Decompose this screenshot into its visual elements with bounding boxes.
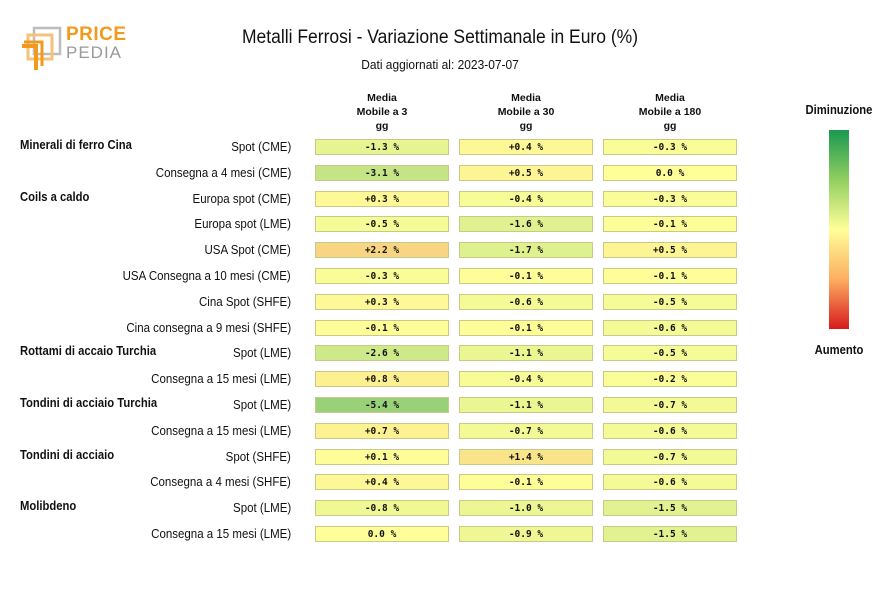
heatmap-cell: -0.6 % — [603, 474, 737, 491]
row-group-label: Tondini di acciaio Turchia — [20, 396, 158, 410]
heatmap-cell: -0.1 % — [603, 216, 737, 233]
heatmap-cell: +1.4 % — [459, 448, 593, 465]
heatmap-cell: +0.8 % — [315, 371, 449, 388]
heatmap-cell: -0.6 % — [459, 293, 593, 310]
column-header-0: Media Mobile a 3 gg — [315, 91, 449, 133]
pricepedia-logo-icon — [22, 26, 62, 70]
column-header-line: Mobile a 180 — [638, 106, 702, 118]
legend-label-aumento: Aumento — [814, 343, 864, 357]
row-label: Cina consegna a 9 mesi (SHFE) — [126, 320, 291, 335]
heatmap-cell: -3.1 % — [315, 164, 449, 181]
row-label: Spot (LME) — [232, 501, 291, 516]
heatmap-cell: -0.7 % — [603, 448, 737, 465]
heatmap-cell: +0.4 % — [315, 474, 449, 491]
chart-title: Metalli Ferrosi - Variazione Settimanale… — [241, 27, 639, 48]
column-header-line: Media — [655, 92, 685, 104]
heatmap-cell: -0.9 % — [459, 526, 593, 542]
heatmap-cell: -1.3 % — [315, 139, 449, 155]
heatmap-cell: +0.4 % — [459, 139, 593, 155]
heatmap-cell: -0.8 % — [315, 500, 449, 517]
heatmap-cell: -2.6 % — [315, 345, 449, 362]
legend-color-bar — [829, 130, 849, 329]
row-group-label: Rottami di accaio Turchia — [20, 344, 157, 359]
heatmap-cell: -1.0 % — [459, 500, 593, 517]
heatmap-cell: +0.3 % — [315, 190, 449, 207]
heatmap-cell: -0.5 % — [603, 293, 737, 310]
heatmap-cell: -0.6 % — [603, 319, 737, 336]
heatmap-cell: -0.3 % — [603, 139, 737, 155]
heatmap-cell: -0.5 % — [315, 216, 449, 233]
pricepedia-logo: PRICE PEDIA — [18, 24, 128, 74]
heatmap-cell: 0.0 % — [315, 526, 449, 542]
heatmap-cell: -0.4 % — [459, 190, 593, 207]
heatmap-cell: -0.1 % — [459, 319, 593, 336]
heatmap-cell: -0.1 % — [315, 319, 449, 336]
row-label: Consegna a 15 mesi (LME) — [151, 527, 291, 541]
logo-text-pedia: PEDIA — [66, 43, 123, 62]
row-label: Spot (LME) — [232, 346, 291, 361]
column-header-line: Media — [367, 92, 397, 104]
heatmap-cell: -0.1 % — [459, 474, 593, 491]
column-header-1: Media Mobile a 30 gg — [459, 91, 593, 133]
row-label: Europa spot (LME) — [194, 217, 291, 232]
logo-text-price: PRICE — [66, 24, 127, 45]
row-label: Spot (SHFE) — [225, 449, 291, 464]
heatmap-cell: -1.7 % — [459, 242, 593, 259]
row-label: Consegna a 15 mesi (LME) — [151, 423, 291, 438]
heatmap-cell: -0.4 % — [459, 371, 593, 388]
heatmap-cell: -0.1 % — [459, 268, 593, 284]
row-group-label: Coils a caldo — [20, 189, 90, 204]
heatmap-cell: +2.2 % — [315, 242, 449, 259]
chart-subtitle: Dati aggiornati al: 2023-07-07 — [361, 57, 519, 72]
heatmap-cell: -0.1 % — [603, 268, 737, 284]
heatmap-cell: -0.7 % — [603, 397, 737, 413]
heatmap-cell: +0.7 % — [315, 422, 449, 439]
row-label: Cina Spot (SHFE) — [198, 294, 291, 309]
row-label: Consegna a 4 mesi (SHFE) — [150, 475, 291, 490]
row-group-label: Molibdeno — [20, 499, 77, 514]
column-header-line: gg — [375, 120, 389, 132]
column-header-line: Mobile a 3 — [356, 106, 408, 118]
heatmap-cell: +0.3 % — [315, 293, 449, 310]
heatmap-cell: -1.1 % — [459, 397, 593, 413]
row-label: USA Consegna a 10 mesi (CME) — [122, 269, 291, 283]
row-label: Spot (CME) — [230, 140, 291, 154]
heatmap-cell: +0.5 % — [603, 242, 737, 259]
column-header-2: Media Mobile a 180 gg — [603, 91, 737, 133]
heatmap-cell: -1.6 % — [459, 216, 593, 233]
heatmap-cell: +0.1 % — [315, 448, 449, 465]
legend-label-diminuzione: Diminuzione — [805, 103, 873, 117]
column-header-line: gg — [663, 120, 677, 132]
row-label: Spot (LME) — [232, 398, 291, 412]
row-group-label: Minerali di ferro Cina — [20, 138, 132, 152]
column-header-line: Mobile a 30 — [497, 106, 555, 118]
heatmap-cell: -0.5 % — [603, 345, 737, 362]
row-label: USA Spot (CME) — [204, 243, 291, 258]
heatmap-cell: +0.5 % — [459, 164, 593, 181]
heatmap-cell: -0.6 % — [603, 422, 737, 439]
column-header-line: gg — [519, 120, 533, 132]
heatmap-cell: 0.0 % — [603, 164, 737, 181]
heatmap-cell: -1.1 % — [459, 345, 593, 362]
column-header-line: Media — [511, 92, 541, 104]
row-label: Consegna a 4 mesi (CME) — [155, 165, 291, 180]
heatmap-cell: -0.3 % — [603, 190, 737, 207]
row-label: Europa spot (CME) — [192, 191, 291, 206]
heatmap-cell: -1.5 % — [603, 526, 737, 542]
row-group-label: Tondini di acciaio — [20, 447, 115, 462]
row-label: Consegna a 15 mesi (LME) — [151, 372, 291, 387]
heatmap-cell: -0.2 % — [603, 371, 737, 388]
heatmap-cell: -5.4 % — [315, 397, 449, 413]
heatmap-cell: -0.7 % — [459, 422, 593, 439]
heatmap-cell: -1.5 % — [603, 500, 737, 517]
heatmap-cell: -0.3 % — [315, 268, 449, 284]
